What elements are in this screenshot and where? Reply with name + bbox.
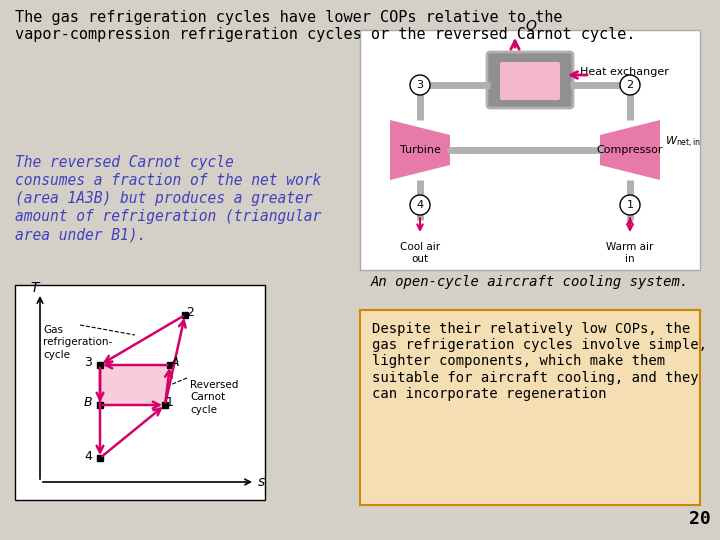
Text: 4: 4 bbox=[416, 200, 423, 210]
Text: Cool air
out: Cool air out bbox=[400, 242, 440, 264]
Text: Despite their relatively low COPs, the gas refrigeration cycles involve simple, : Despite their relatively low COPs, the g… bbox=[372, 322, 707, 401]
Text: Turbine: Turbine bbox=[400, 145, 441, 155]
Text: Reversed
Carnot
cycle: Reversed Carnot cycle bbox=[190, 380, 238, 415]
Text: 1: 1 bbox=[626, 200, 634, 210]
Text: s: s bbox=[258, 475, 265, 489]
FancyBboxPatch shape bbox=[15, 285, 265, 500]
FancyBboxPatch shape bbox=[360, 310, 700, 505]
Circle shape bbox=[620, 195, 640, 215]
Text: Heat exchanger: Heat exchanger bbox=[580, 67, 669, 77]
Text: Compressor: Compressor bbox=[597, 145, 663, 155]
Text: area under B1).: area under B1). bbox=[15, 227, 146, 242]
Polygon shape bbox=[390, 120, 450, 180]
Circle shape bbox=[620, 75, 640, 95]
Polygon shape bbox=[600, 120, 660, 180]
Text: 2: 2 bbox=[186, 306, 194, 319]
Text: A: A bbox=[171, 356, 179, 369]
Polygon shape bbox=[100, 365, 170, 405]
Circle shape bbox=[410, 195, 430, 215]
Text: An open-cycle aircraft cooling system.: An open-cycle aircraft cooling system. bbox=[371, 275, 689, 289]
FancyBboxPatch shape bbox=[500, 62, 560, 84]
Text: 3: 3 bbox=[416, 80, 423, 90]
Text: 2: 2 bbox=[626, 80, 634, 90]
FancyBboxPatch shape bbox=[360, 30, 700, 270]
FancyBboxPatch shape bbox=[487, 52, 573, 108]
Text: 1: 1 bbox=[166, 396, 174, 409]
Text: consumes a fraction of the net work: consumes a fraction of the net work bbox=[15, 173, 321, 188]
FancyBboxPatch shape bbox=[500, 78, 560, 100]
Text: The gas refrigeration cycles have lower COPs relative to the vapor-compression r: The gas refrigeration cycles have lower … bbox=[15, 10, 636, 43]
Text: The reversed Carnot cycle: The reversed Carnot cycle bbox=[15, 155, 234, 170]
Text: amount of refrigeration (triangular: amount of refrigeration (triangular bbox=[15, 209, 321, 224]
Text: $W_{\mathrm{net,in}}$: $W_{\mathrm{net,in}}$ bbox=[665, 134, 701, 150]
Text: B: B bbox=[84, 396, 92, 409]
Text: (area 1A3B) but produces a greater: (area 1A3B) but produces a greater bbox=[15, 191, 312, 206]
Circle shape bbox=[410, 75, 430, 95]
Text: 20: 20 bbox=[689, 510, 711, 528]
Text: T: T bbox=[31, 281, 40, 295]
Text: Warm air
in: Warm air in bbox=[606, 242, 654, 264]
Text: Gas
refrigeration-
cycle: Gas refrigeration- cycle bbox=[43, 325, 112, 360]
Text: $Q$: $Q$ bbox=[525, 18, 537, 33]
Text: 3: 3 bbox=[84, 356, 92, 369]
Text: 4: 4 bbox=[84, 449, 92, 462]
